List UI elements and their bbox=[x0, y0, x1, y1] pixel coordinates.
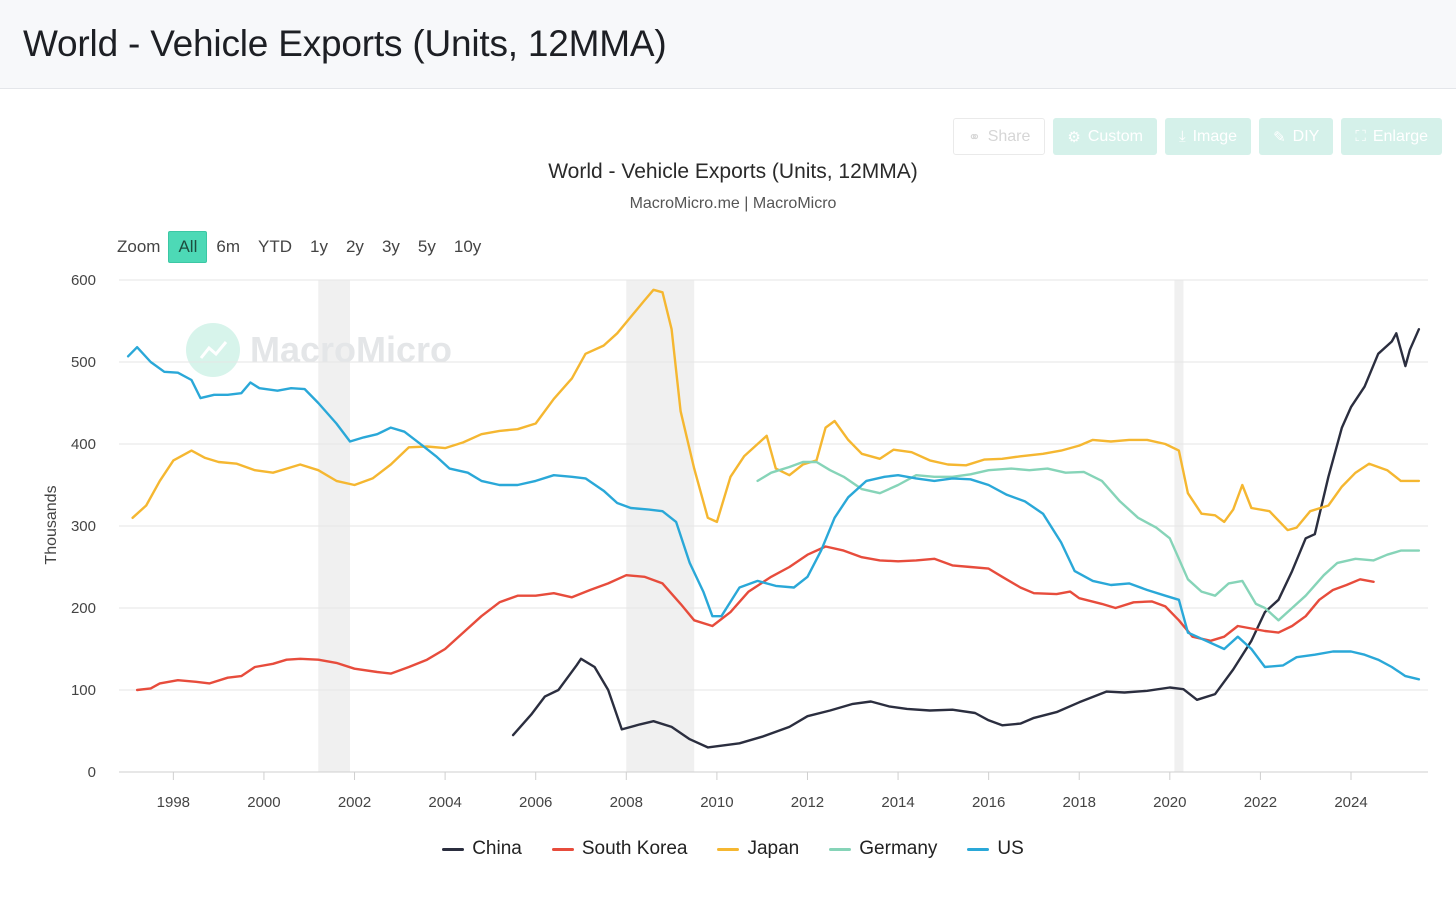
download-icon: ⤓ bbox=[1178, 128, 1186, 145]
legend-item-china[interactable]: China bbox=[442, 838, 522, 860]
legend-label-china: China bbox=[472, 838, 522, 859]
zoom-6m-button[interactable]: 6m bbox=[216, 237, 240, 256]
image-label: Image bbox=[1192, 127, 1238, 145]
x-tick-label: 2006 bbox=[519, 794, 552, 811]
x-tick-label: 2020 bbox=[1153, 794, 1186, 811]
y-tick-label: 400 bbox=[71, 436, 96, 453]
series-lines bbox=[126, 288, 1421, 749]
x-tick-label: 2002 bbox=[338, 794, 371, 811]
y-tick-label: 200 bbox=[71, 600, 96, 617]
y-axis-ticks: 0 100 200 300 400 500 600 bbox=[71, 272, 96, 781]
share-icon: ⚭ bbox=[968, 128, 981, 146]
chart-toolbar: ⚭ Share ⚙ Custom ⤓ Image ✎ DIY ⛶ Enlarge bbox=[953, 118, 1442, 155]
diy-button[interactable]: ✎ DIY bbox=[1259, 118, 1334, 155]
legend-swatch-south-korea bbox=[551, 847, 574, 851]
legend-label-us: US bbox=[997, 838, 1024, 859]
x-tick-label: 2024 bbox=[1334, 794, 1367, 811]
zoom-label: Zoom bbox=[117, 237, 161, 256]
zoom-1y-button[interactable]: 1y bbox=[310, 237, 328, 256]
watermark-logo-mark bbox=[199, 341, 228, 359]
x-tick-label: 2022 bbox=[1244, 794, 1277, 811]
custom-button[interactable]: ⚙ Custom bbox=[1053, 118, 1157, 155]
legend-item-us[interactable]: US bbox=[967, 838, 1024, 860]
legend-item-japan[interactable]: Japan bbox=[717, 838, 799, 860]
legend-swatch-china bbox=[442, 847, 465, 851]
zoom-2y-button[interactable]: 2y bbox=[345, 237, 364, 256]
page-title: World - Vehicle Exports (Units, 12MMA) bbox=[23, 23, 667, 64]
x-tick-label: 2014 bbox=[881, 794, 914, 811]
legend-item-germany[interactable]: Germany bbox=[829, 838, 937, 860]
chart-subtitle: MacroMicro.me | MacroMicro bbox=[629, 195, 837, 212]
x-axis-ticks: 1998 2000 2002 2004 2006 2008 2010 2012 2014 2016… bbox=[157, 772, 1368, 811]
x-tick-label: 2000 bbox=[247, 794, 280, 811]
x-tick-label: 2016 bbox=[972, 794, 1005, 811]
legend-swatch-us bbox=[967, 847, 990, 851]
x-tick-label: 2012 bbox=[791, 794, 824, 811]
series-line-germany[interactable] bbox=[756, 460, 1421, 622]
share-button[interactable]: ⚭ Share bbox=[953, 118, 1046, 155]
x-tick-label: 1998 bbox=[157, 794, 190, 811]
diy-label: DIY bbox=[1292, 127, 1320, 145]
series-line-china[interactable] bbox=[511, 328, 1421, 749]
zoom-selector: Zoom All 6m YTD 1y 2y 3y 5y 10y bbox=[117, 231, 490, 263]
legend-label-germany: Germany bbox=[859, 838, 938, 859]
enlarge-button[interactable]: ⛶ Enlarge bbox=[1341, 118, 1442, 155]
x-tick-label: 2004 bbox=[428, 794, 461, 811]
legend-label-south-korea: South Korea bbox=[581, 838, 688, 859]
y-tick-label: 500 bbox=[71, 354, 96, 371]
image-button[interactable]: ⤓ Image bbox=[1164, 118, 1252, 155]
pencil-icon: ✎ bbox=[1273, 128, 1286, 146]
gear-icon: ⚙ bbox=[1067, 128, 1081, 146]
zoom-3y-button[interactable]: 3y bbox=[381, 237, 400, 256]
y-tick-label: 300 bbox=[71, 518, 96, 535]
zoom-5y-button[interactable]: 5y bbox=[417, 237, 436, 256]
x-tick-label: 2008 bbox=[610, 794, 643, 811]
page-header: World - Vehicle Exports (Units, 12MMA) bbox=[0, 0, 1456, 89]
grid-lines bbox=[119, 279, 1428, 773]
legend-swatch-japan bbox=[717, 847, 740, 851]
zoom-all-button[interactable]: All bbox=[168, 231, 208, 263]
series-line-us[interactable] bbox=[126, 346, 1421, 681]
expand-icon: ⛶ bbox=[1355, 128, 1366, 145]
chart-title: World - Vehicle Exports (Units, 12MMA) bbox=[548, 160, 918, 183]
chart-plot: MacroMicro 0 100 200 300 400 500 600 1998 2000 2… bbox=[43, 272, 1428, 811]
y-axis-label: Thousands bbox=[43, 485, 60, 564]
legend: China South Korea Japan Germany US bbox=[0, 838, 1456, 860]
y-tick-label: 100 bbox=[71, 682, 96, 699]
legend-item-south-korea[interactable]: South Korea bbox=[551, 838, 688, 860]
zoom-ytd-button[interactable]: YTD bbox=[258, 237, 292, 256]
watermark: MacroMicro bbox=[186, 323, 452, 377]
series-line-japan[interactable] bbox=[131, 288, 1421, 532]
zoom-10y-button[interactable]: 10y bbox=[453, 237, 482, 256]
enlarge-label: Enlarge bbox=[1372, 127, 1428, 145]
watermark-text: MacroMicro bbox=[250, 329, 452, 370]
y-tick-label: 600 bbox=[71, 272, 96, 289]
x-tick-label: 2010 bbox=[700, 794, 733, 811]
x-tick-label: 2018 bbox=[1063, 794, 1096, 811]
custom-label: Custom bbox=[1087, 127, 1143, 145]
legend-label-japan: Japan bbox=[747, 838, 800, 859]
share-label: Share bbox=[987, 127, 1031, 145]
y-tick-label: 0 bbox=[88, 764, 96, 781]
legend-swatch-germany bbox=[829, 847, 852, 851]
